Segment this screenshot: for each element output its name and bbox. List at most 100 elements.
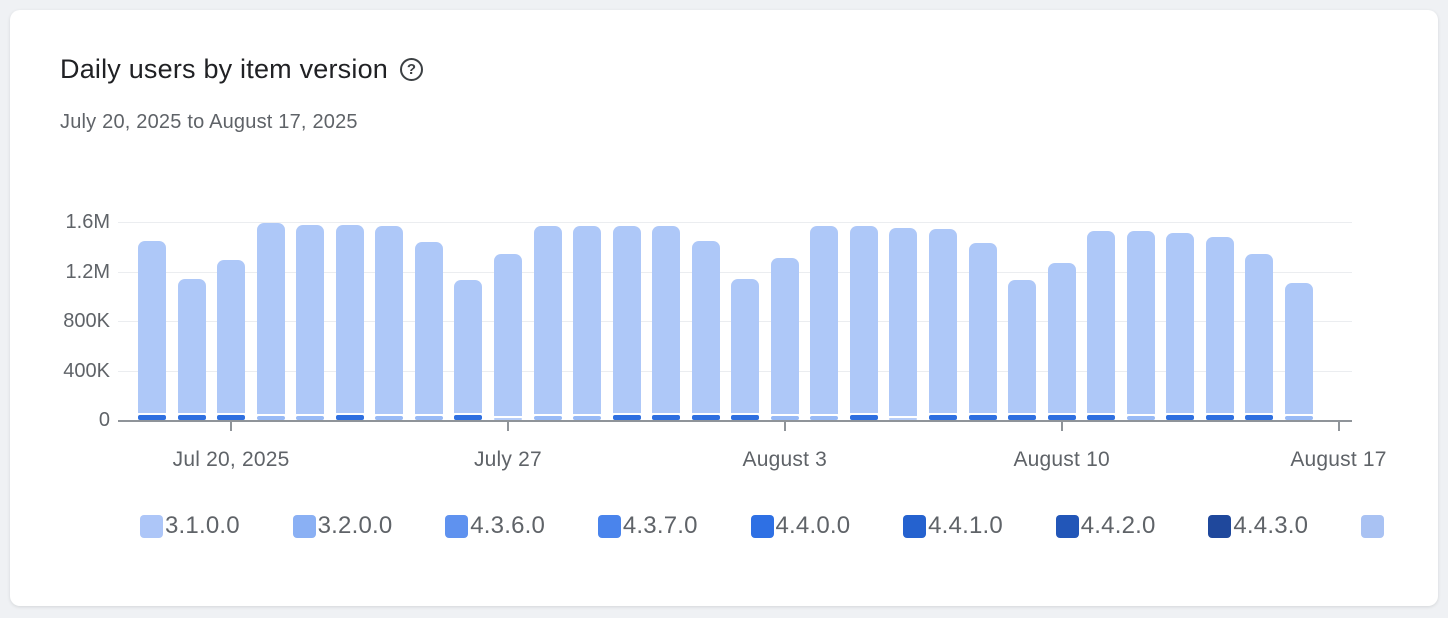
bar-segment-bottom bbox=[1008, 415, 1037, 420]
legend-label: 4.3.7.0 bbox=[622, 512, 698, 539]
bar-segment-bottom bbox=[1205, 415, 1234, 420]
bar-day-6[interactable] bbox=[335, 225, 364, 420]
bar-segment-bottom bbox=[849, 415, 878, 420]
bar-day-2[interactable] bbox=[177, 278, 206, 420]
bar-segment-bottom bbox=[691, 415, 720, 420]
y-axis-label: 800K bbox=[63, 310, 110, 332]
bar-segment-bottom bbox=[1126, 416, 1155, 420]
bar-day-21[interactable] bbox=[929, 228, 957, 420]
legend-label: 4.4.0.0 bbox=[775, 512, 851, 539]
bar-day-1[interactable] bbox=[138, 240, 166, 420]
bar-segment-bottom bbox=[1284, 416, 1313, 420]
bar-day-11[interactable] bbox=[533, 225, 562, 420]
bar-segment-main bbox=[256, 222, 285, 415]
legend-label: 3.2.0.0 bbox=[317, 512, 393, 539]
bar-day-16[interactable] bbox=[731, 278, 760, 420]
chart-canvas: 1.6M 1.2M 800K 400K 0 Jul 20, 2025 July 27 Augu… bbox=[10, 10, 1438, 606]
bar-day-26[interactable] bbox=[1126, 231, 1155, 420]
bar-day-3[interactable] bbox=[217, 260, 246, 420]
x-axis-line bbox=[118, 420, 1352, 422]
bar-segment-main bbox=[414, 242, 443, 415]
bar-segment-bottom bbox=[573, 416, 602, 420]
bar-segment-main bbox=[217, 260, 246, 414]
bar-day-7[interactable] bbox=[375, 226, 404, 420]
x-axis-label: August 17 bbox=[1290, 448, 1387, 471]
bar-segment-main bbox=[296, 225, 325, 415]
bar-segment-bottom bbox=[414, 416, 443, 420]
legend-swatch-icon bbox=[1055, 514, 1079, 538]
bar-day-10[interactable] bbox=[493, 254, 522, 420]
bar-segment-bottom bbox=[810, 416, 839, 420]
bar-segment-bottom bbox=[889, 417, 918, 420]
bar-segment-bottom bbox=[177, 415, 206, 420]
y-axis-label: 0 bbox=[98, 409, 110, 431]
bar-segment-main bbox=[889, 227, 918, 416]
bar-segment-main bbox=[652, 225, 681, 414]
x-axis-tick bbox=[506, 422, 509, 431]
card-header: Daily users by item version ? bbox=[60, 54, 424, 85]
bar-segment-bottom bbox=[256, 416, 285, 420]
bar-segment-bottom bbox=[454, 415, 483, 420]
bar-day-23[interactable] bbox=[1008, 280, 1037, 420]
date-range: July 20, 2025 to August 17, 2025 bbox=[60, 111, 358, 133]
bar-segment-bottom bbox=[1245, 415, 1274, 420]
bar-day-4[interactable] bbox=[256, 222, 285, 420]
bar-day-13[interactable] bbox=[612, 225, 641, 420]
bar-day-27[interactable] bbox=[1166, 232, 1195, 420]
bar-day-14[interactable] bbox=[652, 225, 681, 420]
bar-segment-main bbox=[849, 225, 878, 414]
bar-day-18[interactable] bbox=[810, 225, 839, 420]
bar-segment-main bbox=[691, 240, 720, 414]
x-axis-tick bbox=[783, 422, 786, 431]
bar-day-22[interactable] bbox=[968, 243, 997, 420]
help-icon[interactable]: ? bbox=[400, 58, 424, 81]
legend-item-4.3.6.0: 4.3.6.0 bbox=[445, 512, 545, 540]
bar-day-9[interactable] bbox=[454, 280, 483, 420]
bar-segment-bottom bbox=[217, 415, 246, 420]
bar-segment-bottom bbox=[652, 415, 681, 420]
bar-segment-bottom bbox=[296, 416, 325, 420]
bar-day-28[interactable] bbox=[1205, 236, 1234, 420]
bar-segment-main bbox=[1205, 236, 1234, 414]
bar-segment-bottom bbox=[493, 417, 522, 420]
legend-label: 4.4.3.0 bbox=[1233, 512, 1309, 539]
bar-segment-main bbox=[770, 257, 799, 415]
legend-item-4.3.7.0: 4.3.7.0 bbox=[597, 512, 698, 540]
bar-day-8[interactable] bbox=[414, 242, 443, 420]
x-axis-tick bbox=[230, 422, 233, 431]
bar-day-30[interactable] bbox=[1284, 282, 1313, 420]
legend-swatch-icon bbox=[445, 514, 469, 538]
x-axis-tick bbox=[1337, 422, 1340, 431]
y-axis-label: 1.6M bbox=[65, 211, 110, 233]
bar-segment-bottom bbox=[1047, 415, 1076, 420]
legend-item-3.1.0.0: 3.1.0.0 bbox=[140, 512, 240, 540]
bar-day-15[interactable] bbox=[691, 240, 720, 420]
bar-day-19[interactable] bbox=[849, 225, 878, 420]
legend-swatch-icon bbox=[1361, 514, 1384, 538]
bar-segment-main bbox=[731, 278, 760, 414]
legend-label: 3.1.0.0 bbox=[165, 512, 240, 539]
legend-item-4.4.2.0: 4.4.2.0 bbox=[1055, 512, 1156, 540]
bar-segment-bottom bbox=[138, 415, 166, 420]
legend-item-4.4.3.0: 4.4.3.0 bbox=[1208, 512, 1308, 540]
bar-day-29[interactable] bbox=[1245, 254, 1274, 420]
y-gridline bbox=[118, 271, 1352, 273]
bar-segment-bottom bbox=[375, 416, 404, 420]
bar-day-24[interactable] bbox=[1047, 262, 1076, 420]
legend-swatch-icon bbox=[597, 514, 621, 538]
bar-segment-main bbox=[454, 280, 483, 414]
bar-segment-main bbox=[375, 226, 404, 415]
y-gridline bbox=[118, 222, 1352, 223]
bar-segment-main bbox=[612, 225, 641, 414]
bar-day-12[interactable] bbox=[573, 225, 602, 420]
bar-segment-main bbox=[335, 225, 364, 414]
bar-segment-main bbox=[573, 225, 602, 415]
bar-day-20[interactable] bbox=[889, 227, 918, 420]
bar-segment-bottom bbox=[612, 415, 641, 420]
bar-segment-main bbox=[138, 240, 166, 414]
bar-day-17[interactable] bbox=[770, 257, 799, 420]
bar-day-5[interactable] bbox=[296, 225, 325, 420]
legend-swatch-icon bbox=[903, 514, 927, 538]
bar-day-25[interactable] bbox=[1087, 231, 1116, 420]
bar-segment-bottom bbox=[335, 415, 364, 420]
